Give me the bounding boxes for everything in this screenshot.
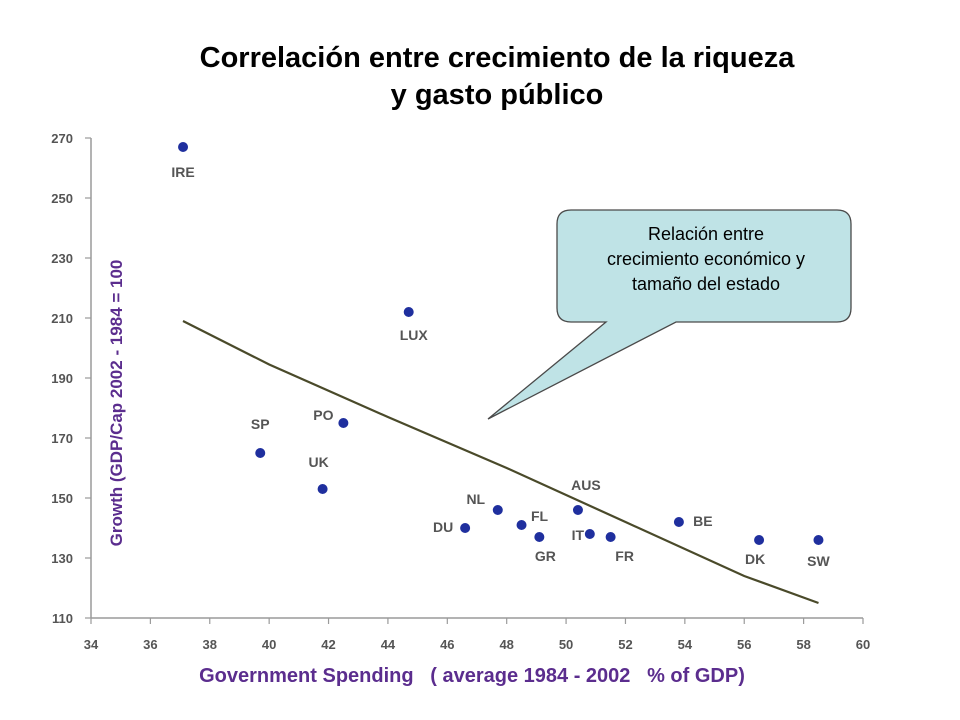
point-label-fl: FL	[531, 508, 549, 524]
data-point-lux	[403, 307, 414, 317]
callout-bubble	[487, 209, 852, 420]
x-tick-label: 58	[796, 637, 810, 652]
y-tick-label: 270	[51, 131, 73, 146]
x-tick-label: 54	[678, 637, 693, 652]
title-line-1: Correlación entre crecimiento de la riqu…	[199, 42, 795, 74]
title-line-2: y gasto público	[390, 79, 604, 111]
point-label-lux: LUX	[400, 327, 429, 343]
y-tick-label: 150	[51, 491, 73, 506]
data-point-gr	[534, 532, 545, 542]
callout-line-2: crecimiento económico y	[606, 249, 806, 269]
point-label-it: IT	[572, 527, 585, 543]
x-tick-label: 48	[499, 637, 513, 652]
y-tick-labels: 110 130 150 170 190 210 230 250 270	[51, 131, 91, 626]
x-tick-label: 44	[381, 637, 396, 652]
callout-line-1: Relación entre	[647, 224, 765, 244]
point-label-fr: FR	[615, 548, 634, 564]
point-label-be: BE	[693, 513, 712, 529]
y-tick-label: 190	[51, 371, 73, 386]
data-point-dk	[754, 535, 765, 545]
x-axis-label: Government Spending ( average 1984 - 200…	[199, 665, 745, 687]
x-tick-label: 60	[856, 637, 870, 652]
data-point-fr	[605, 532, 616, 542]
x-tick-label: 42	[321, 637, 335, 652]
data-point-sw	[813, 535, 824, 545]
slide-title: Correlación entre crecimiento de la riqu…	[0, 40, 960, 114]
callout-layer	[487, 209, 852, 420]
y-tick-label: 170	[51, 431, 73, 446]
y-tick-label: 250	[51, 191, 73, 206]
point-label-nl: NL	[466, 491, 485, 507]
x-tick-label: 40	[262, 637, 276, 652]
point-label-du: DU	[433, 519, 453, 535]
data-point-uk	[317, 484, 328, 494]
x-tick-label: 50	[559, 637, 573, 652]
y-tick-label: 210	[51, 311, 73, 326]
data-point-aus	[572, 505, 583, 515]
point-label-uk: UK	[308, 454, 328, 470]
data-point-ire	[178, 142, 189, 152]
data-point-du	[460, 523, 471, 533]
point-label-aus: AUS	[571, 477, 601, 493]
data-point-it	[584, 529, 595, 539]
data-point-fl	[516, 520, 527, 530]
y-tick-label: 130	[51, 551, 73, 566]
data-points	[178, 142, 824, 545]
y-tick-label: 110	[52, 611, 73, 626]
x-tick-label: 56	[737, 637, 751, 652]
x-tick-label: 38	[203, 637, 217, 652]
point-label-dk: DK	[745, 551, 765, 567]
data-point-sp	[255, 448, 266, 458]
trendline-layer	[182, 320, 819, 605]
x-tick-label: 46	[440, 637, 454, 652]
x-tick-label: 36	[143, 637, 157, 652]
point-label-sp: SP	[251, 416, 270, 432]
callout-line-3: tamaño del estado	[631, 274, 781, 294]
x-tick-label: 52	[618, 637, 632, 652]
point-label-gr: GR	[535, 548, 556, 564]
data-point-po	[338, 418, 349, 428]
data-point-labels: IRE LUX PO SP UK NL DU FL GR AUS IT FR BE DK SW	[171, 164, 830, 569]
point-label-sw: SW	[807, 553, 830, 569]
x-tick-labels: 34 36 38 40 42 44 46 48 50 52 54 56 58 60	[84, 618, 870, 652]
trendline	[182, 320, 819, 605]
data-point-be	[673, 517, 684, 527]
point-label-po: PO	[313, 407, 333, 423]
point-label-ire: IRE	[171, 164, 194, 180]
y-tick-label: 230	[51, 251, 73, 266]
data-point-nl	[492, 505, 503, 515]
callout-text: Relación entre crecimiento económico y t…	[560, 222, 852, 297]
x-tick-label: 34	[84, 637, 99, 652]
y-axis-label: Growth (GDP/Cap 2002 - 1984 = 100	[107, 260, 126, 547]
